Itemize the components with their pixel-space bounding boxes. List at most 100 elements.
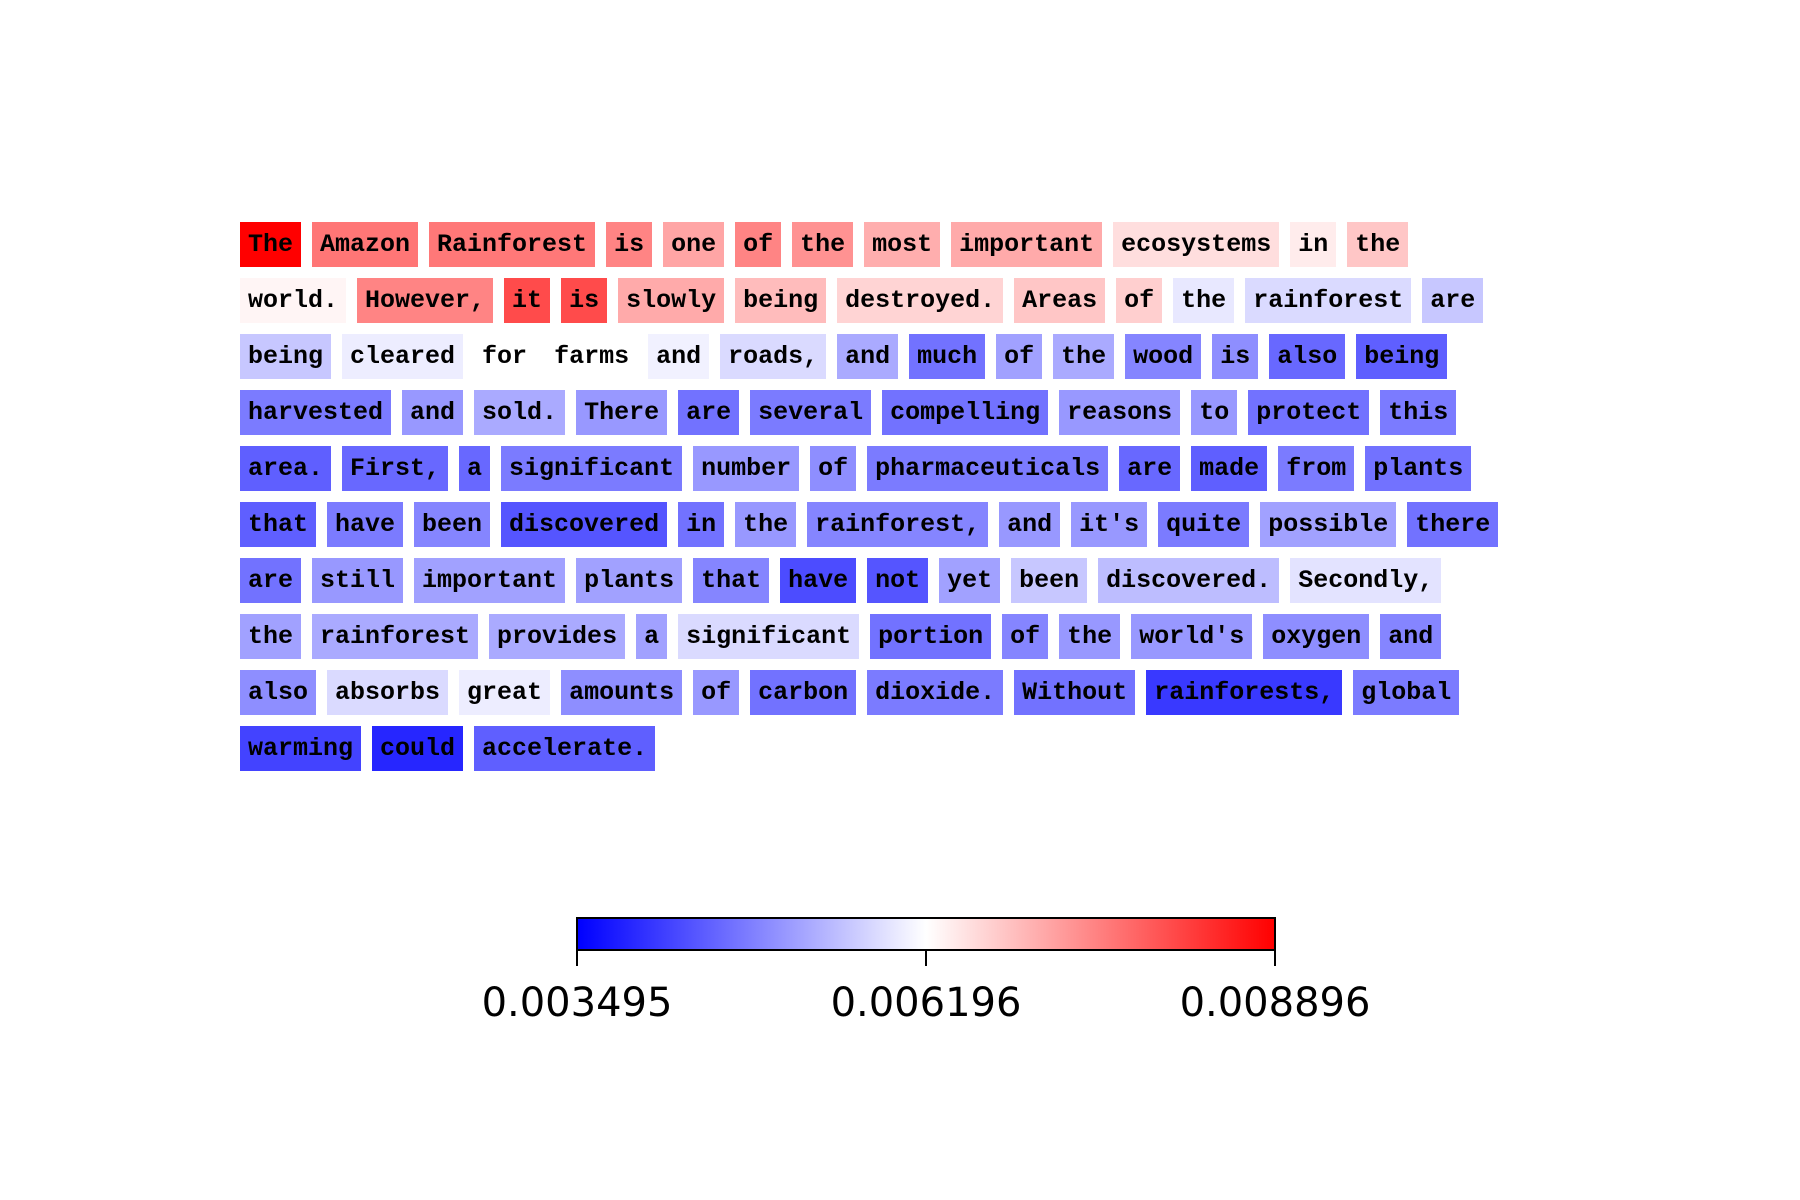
token: the xyxy=(1059,614,1121,659)
token: from xyxy=(1278,446,1355,491)
token: are xyxy=(1422,278,1484,323)
token: of xyxy=(996,334,1043,379)
token: reasons xyxy=(1059,390,1181,435)
token: of xyxy=(1116,278,1163,323)
token: also xyxy=(1269,334,1346,379)
colorbar-tick-mid xyxy=(925,951,927,966)
token: rainforest, xyxy=(807,502,989,547)
token: protect xyxy=(1248,390,1370,435)
token: pharmaceuticals xyxy=(867,446,1109,491)
token: most xyxy=(864,222,941,267)
token-line: also absorbs great amounts of carbon dioxide. W… xyxy=(240,670,1660,715)
token: not xyxy=(867,558,929,603)
token: of xyxy=(693,670,740,715)
token-line: the rainforest provides a significant portion… xyxy=(240,614,1660,659)
token: the xyxy=(1347,222,1409,267)
token-line: area. First, a significant number of pharmaceu… xyxy=(240,446,1660,491)
token: being xyxy=(735,278,827,323)
token: Rainforest xyxy=(429,222,596,267)
token: the xyxy=(792,222,854,267)
token: to xyxy=(1191,390,1238,435)
token: great xyxy=(459,670,551,715)
token: compelling xyxy=(882,390,1049,435)
token: of xyxy=(735,222,782,267)
token: portion xyxy=(870,614,992,659)
token-line: that have been discovered in the rainforest, an… xyxy=(240,502,1660,547)
token: is xyxy=(561,278,608,323)
token: There xyxy=(576,390,668,435)
token: world's xyxy=(1131,614,1253,659)
token: and xyxy=(999,502,1061,547)
token: a xyxy=(459,446,491,491)
token-heatmap: The Amazon Rainforest is one of the most importa… xyxy=(240,222,1660,782)
token: destroyed. xyxy=(837,278,1004,323)
token: in xyxy=(678,502,725,547)
token: there xyxy=(1407,502,1499,547)
token: that xyxy=(240,502,317,547)
token: discovered. xyxy=(1098,558,1280,603)
token: However, xyxy=(357,278,494,323)
token: ecosystems xyxy=(1113,222,1280,267)
token: and xyxy=(648,334,710,379)
token: been xyxy=(414,502,491,547)
token: the xyxy=(1053,334,1115,379)
token: the xyxy=(240,614,302,659)
token-line: harvested and sold. There are several compelli… xyxy=(240,390,1660,435)
token: are xyxy=(678,390,740,435)
token: and xyxy=(402,390,464,435)
token-line: being cleared for farms and roads, and much of th… xyxy=(240,334,1660,379)
token: are xyxy=(1119,446,1181,491)
token: of xyxy=(1002,614,1049,659)
token: Areas xyxy=(1014,278,1106,323)
token: have xyxy=(780,558,857,603)
token: Without xyxy=(1014,670,1136,715)
token: absorbs xyxy=(327,670,449,715)
token: carbon xyxy=(750,670,857,715)
token: important xyxy=(951,222,1103,267)
token: possible xyxy=(1260,502,1397,547)
token-line: world. However, it is slowly being destroyed. A… xyxy=(240,278,1660,323)
token: yet xyxy=(939,558,1001,603)
colorbar-tick-min xyxy=(576,951,578,966)
token: could xyxy=(372,726,464,771)
token: number xyxy=(693,446,800,491)
token: rainforests, xyxy=(1146,670,1343,715)
token: is xyxy=(606,222,653,267)
token: The xyxy=(240,222,302,267)
token: for xyxy=(474,334,536,379)
token: significant xyxy=(501,446,683,491)
token: significant xyxy=(678,614,860,659)
colorbar-tick-max xyxy=(1274,951,1276,966)
token-line: The Amazon Rainforest is one of the most importa… xyxy=(240,222,1660,267)
token: farms xyxy=(546,334,638,379)
token: area. xyxy=(240,446,332,491)
token: rainforest xyxy=(312,614,479,659)
colorbar-label-max: 0.008896 xyxy=(1179,980,1371,1026)
token: much xyxy=(909,334,986,379)
token: one xyxy=(663,222,725,267)
token: amounts xyxy=(561,670,683,715)
token: in xyxy=(1290,222,1337,267)
colorbar-label-mid: 0.006196 xyxy=(830,980,1022,1026)
token-line: are still important plants that have not yet bee… xyxy=(240,558,1660,603)
token: have xyxy=(327,502,404,547)
token: accelerate. xyxy=(474,726,656,771)
token: made xyxy=(1191,446,1268,491)
token: still xyxy=(312,558,404,603)
token: being xyxy=(1356,334,1448,379)
token: wood xyxy=(1125,334,1202,379)
token: provides xyxy=(489,614,626,659)
token: warming xyxy=(240,726,362,771)
token: discovered xyxy=(501,502,668,547)
token: the xyxy=(735,502,797,547)
colorbar-label-min: 0.003495 xyxy=(481,980,673,1026)
token: Secondly, xyxy=(1290,558,1442,603)
token: is xyxy=(1212,334,1259,379)
token: cleared xyxy=(342,334,464,379)
token: global xyxy=(1353,670,1460,715)
token: of xyxy=(810,446,857,491)
token: and xyxy=(837,334,899,379)
token-line: warming could accelerate. xyxy=(240,726,1660,771)
token: this xyxy=(1380,390,1457,435)
token: and xyxy=(1380,614,1442,659)
